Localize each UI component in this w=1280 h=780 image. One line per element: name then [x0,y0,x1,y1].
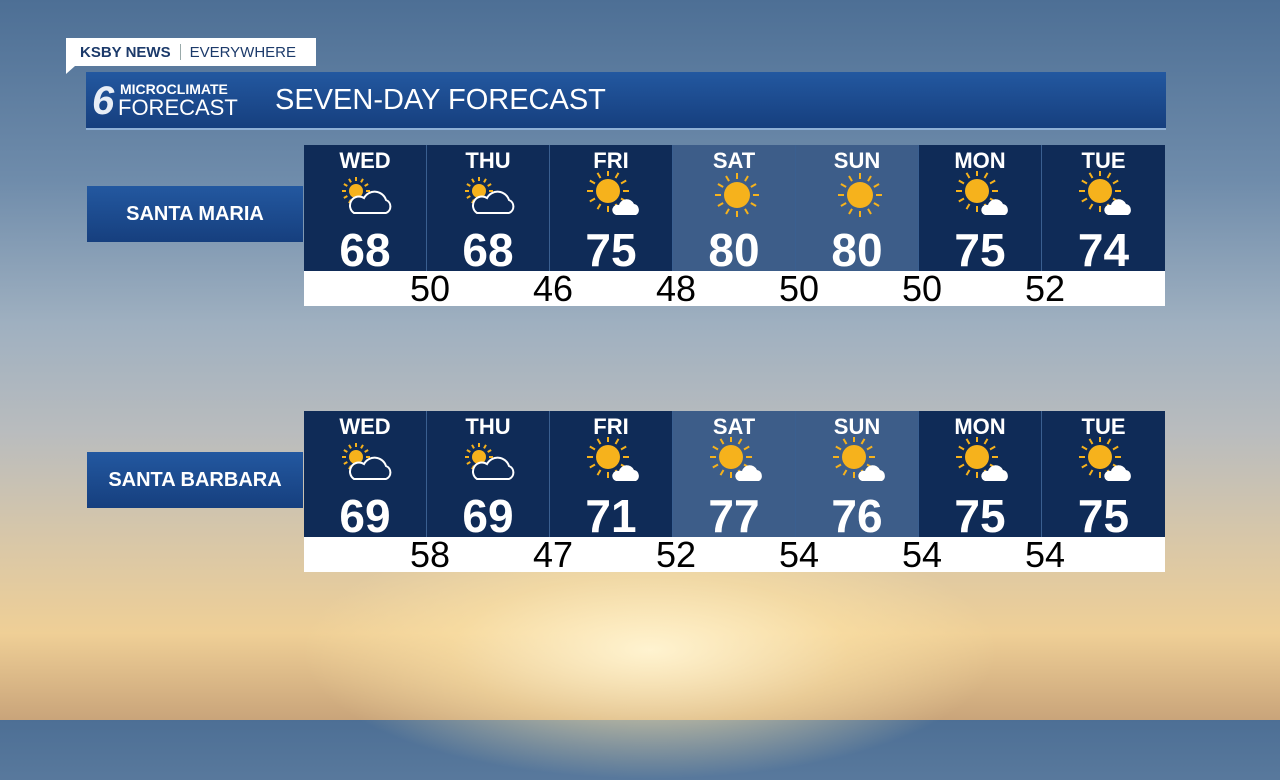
day-column: SAT 80 [673,145,796,276]
day-column: SAT 77 [673,411,796,542]
day-name: SUN [833,414,881,439]
day-column: TUE 74 [1042,145,1165,276]
high-temp: 69 [462,490,514,542]
microclimate-forecast-logo: 6 MICROCLIMATE FORECAST [86,71,261,129]
day-name: THU [465,148,511,173]
brand-name: KSBY NEWS [80,43,171,61]
day-column: FRI 75 [550,145,673,276]
high-temp: 75 [954,224,1006,276]
day-column: MON 75 [919,411,1042,542]
divider [179,44,181,60]
day-column: FRI 71 [550,411,673,542]
low-temp: 54 [901,534,943,575]
low-temp: 52 [655,534,697,575]
forecast-row: WED 68 THU 68 FRI 75 SAT 80 SUN 80 MON 75 TUE … [304,145,1165,276]
partly-cloudy-icon [463,437,519,487]
day-name: SAT [712,148,756,173]
day-column: WED 68 [304,145,427,276]
location-label: SANTA MARIA [87,186,303,242]
mostly-sunny-icon [709,436,765,487]
high-temp: 76 [831,490,883,542]
high-temp: 75 [954,490,1006,542]
low-temp: 50 [778,268,820,309]
partly-cloudy-icon [463,171,519,221]
day-name: MON [954,148,1006,173]
day-name: SAT [712,414,756,439]
low-temp: 54 [778,534,820,575]
low-temps-row: 58 47 52 54 54 54 [304,534,1165,575]
mostly-sunny-icon [586,436,642,487]
mostly-sunny-icon [586,170,642,221]
day-name: TUE [1081,148,1126,173]
title-banner: 6 MICROCLIMATE FORECAST SEVEN-DAY FORECA… [86,72,1166,130]
low-temp: 50 [409,268,451,309]
partly-cloudy-icon [340,171,396,221]
mostly-sunny-icon [955,170,1011,221]
day-column: MON 75 [919,145,1042,276]
logo-bottom: FORECAST [118,95,238,120]
day-column: THU 69 [427,411,550,542]
day-column: THU 68 [427,145,550,276]
low-temps-row: 50 46 48 50 50 52 [304,268,1165,309]
low-temp: 48 [655,268,697,309]
mostly-sunny-icon [832,436,888,487]
mostly-sunny-icon [955,436,1011,487]
sunny-icon [832,171,888,221]
day-column: WED 69 [304,411,427,542]
high-temp: 69 [339,490,391,542]
high-temp: 74 [1077,224,1130,276]
high-temp: 80 [831,224,883,276]
low-temp: 50 [901,268,943,309]
page-title: SEVEN-DAY FORECAST [275,83,606,116]
logo-number: 6 [92,79,115,123]
sunny-icon [709,171,765,221]
high-temp: 80 [708,224,760,276]
partly-cloudy-icon [340,437,396,487]
day-column: SUN 80 [796,145,919,276]
high-temp: 71 [585,490,637,542]
day-name: WED [339,414,391,439]
day-name: FRI [593,414,629,439]
forecast-row: WED 69 THU 69 FRI 71 SAT 77 SUN 76 MON 75 TUE … [304,411,1165,542]
day-name: TUE [1081,414,1126,439]
low-temp: 47 [532,534,574,575]
day-name: FRI [593,148,629,173]
high-temp: 75 [1077,490,1130,542]
day-name: WED [339,148,391,173]
low-temp: 54 [1024,534,1066,575]
mostly-sunny-icon [1078,436,1134,487]
logo-top: MICROCLIMATE [120,81,228,97]
mostly-sunny-icon [1078,170,1134,221]
low-temp: 46 [532,268,574,309]
low-temp: 52 [1024,268,1066,309]
day-column: SUN 76 [796,411,919,542]
day-name: THU [465,414,511,439]
day-column: TUE 75 [1042,411,1165,542]
day-name: SUN [833,148,881,173]
low-temp: 58 [409,534,451,575]
high-temp: 68 [462,224,514,276]
day-name: MON [954,414,1006,439]
station-tag: KSBY NEWS EVERYWHERE [66,38,316,74]
location-label: SANTA BARBARA [87,452,303,508]
high-temp: 68 [339,224,391,276]
slogan: EVERYWHERE [189,43,296,61]
high-temp: 75 [585,224,637,276]
high-temp: 77 [708,490,760,542]
